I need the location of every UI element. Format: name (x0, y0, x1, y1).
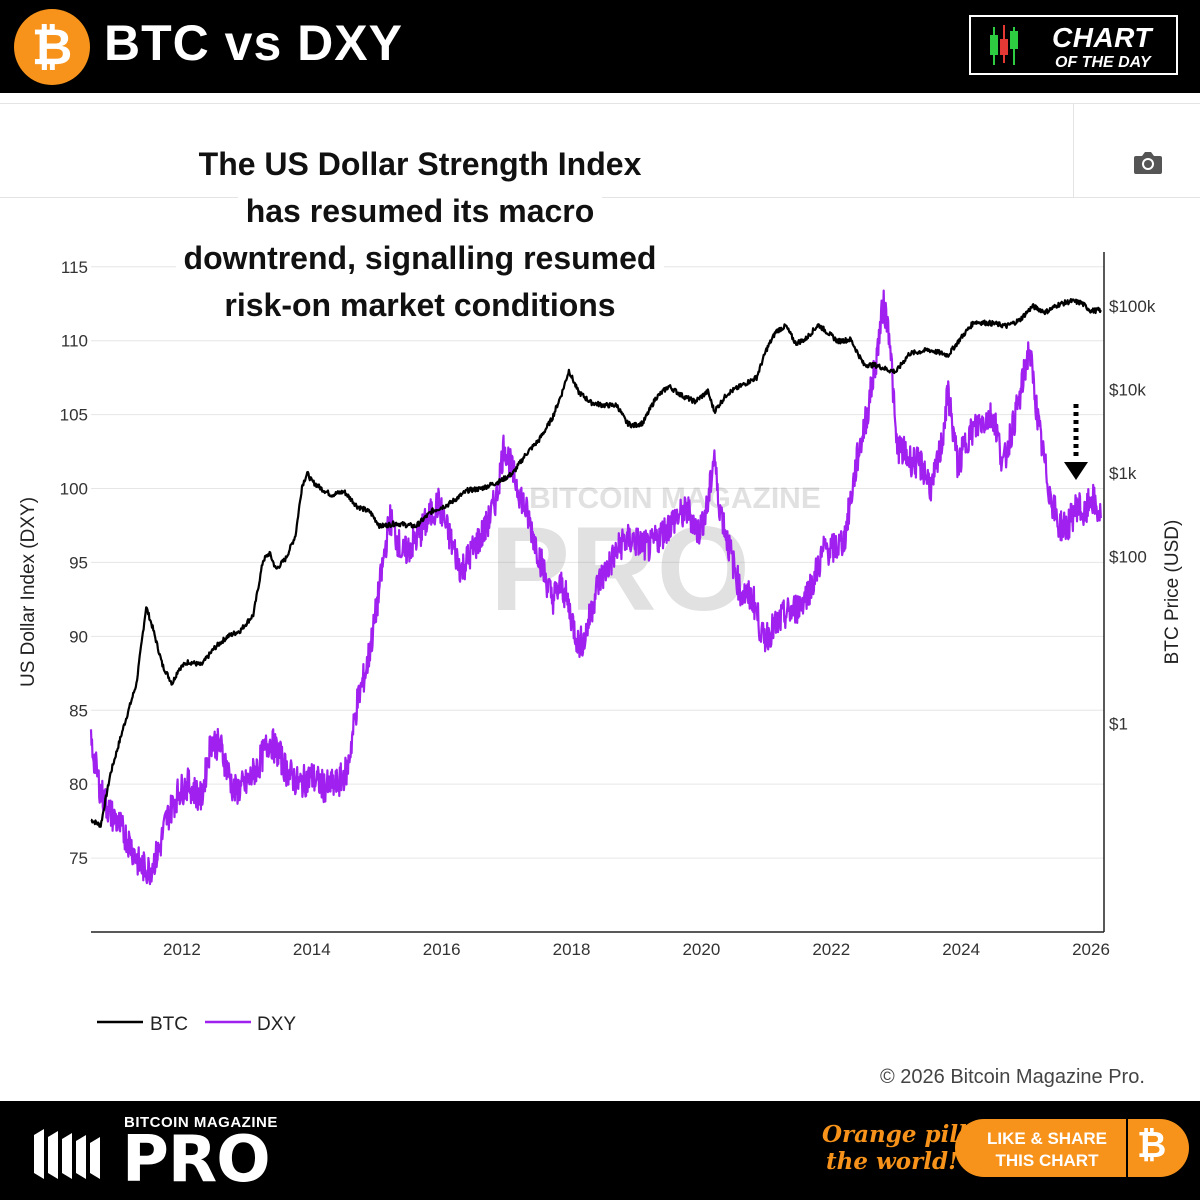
bottom-banner: BITCOIN MAGAZINE PRO Orange pill the wor… (0, 1101, 1200, 1200)
x-tick-label: 2024 (942, 940, 980, 959)
headline-line-4: risk-on market conditions (216, 287, 624, 323)
left-tick-label: 85 (69, 701, 88, 720)
left-tick-label: 105 (60, 406, 88, 425)
bitcoin-magazine-bars-icon (34, 1129, 100, 1179)
bitcoin-share-icon: ₿ (1137, 1125, 1167, 1166)
panel-divider (1073, 103, 1074, 198)
x-tick-label: 2020 (682, 940, 720, 959)
share-label-line-1: LIKE & SHARE (987, 1129, 1107, 1148)
left-tick-label: 115 (61, 258, 88, 277)
share-button-label: LIKE & SHARE THIS CHART (977, 1128, 1117, 1172)
copyright-text: © 2026 Bitcoin Magazine Pro. (880, 1066, 1145, 1088)
x-tick-label: 2014 (293, 940, 331, 959)
btc-vs-dxy-chart: BITCOIN MAGAZINE PRO 2012 2014 2016 2018 202… (18, 252, 1183, 1035)
banner-title: BTC vs DXY (104, 15, 403, 71)
right-tick-label: $1 (1109, 714, 1128, 733)
left-tick-label: 90 (69, 627, 88, 646)
x-tick-label: 2012 (163, 940, 201, 959)
legend: BTC DXY (97, 1014, 296, 1035)
left-tick-label: 95 (69, 553, 88, 572)
camera-icon[interactable] (1133, 150, 1163, 176)
badge-line-2: OF THE DAY (1055, 54, 1151, 71)
left-axis-label: US Dollar Index (DXY) (18, 497, 39, 687)
left-tick-label: 110 (61, 332, 88, 351)
headline-line-3: downtrend, signalling resumed (175, 240, 665, 276)
share-label-line-2: THIS CHART (995, 1151, 1099, 1170)
top-banner: ₿ BTC vs DXY CHART OF THE DAY (0, 0, 1200, 93)
x-tick-label: 2026 (1072, 940, 1110, 959)
legend-dxy-label: DXY (257, 1014, 296, 1035)
right-tick-label: $1k (1109, 464, 1137, 483)
legend-btc-label: BTC (150, 1014, 188, 1035)
btc-series-line (90, 298, 1102, 828)
tagline: Orange pill the world! (822, 1121, 967, 1175)
right-tick-label: $100k (1109, 297, 1156, 316)
watermark-big: PRO (490, 502, 750, 636)
chart-of-the-day-badge: CHART OF THE DAY (969, 15, 1178, 75)
left-tick-label: 100 (60, 480, 88, 499)
bitcoin-logo-icon: ₿ (14, 9, 90, 85)
left-tick-label: 80 (69, 775, 88, 794)
left-axis-ticks: 75 80 85 90 95 100 105 110 115 (60, 258, 88, 868)
headline-line-1: The US Dollar Strength Index (190, 146, 650, 182)
dotted-arrow-annotation (1064, 404, 1088, 480)
headline-annotation: The US Dollar Strength Index has resumed… (150, 141, 690, 329)
x-tick-label: 2016 (423, 940, 461, 959)
share-separator (1126, 1119, 1128, 1177)
tagline-line-1: Orange pill (822, 1121, 967, 1148)
x-tick-label: 2022 (812, 940, 850, 959)
like-share-button[interactable]: LIKE & SHARE THIS CHART ₿ (955, 1119, 1189, 1177)
right-tick-label: $100 (1109, 548, 1147, 567)
candlestick-icon (990, 25, 1018, 65)
right-axis-ticks: $1 $100 $1k $10k $100k (1109, 297, 1156, 733)
footer-brand-small: BITCOIN MAGAZINE (124, 1114, 278, 1131)
left-tick-label: 75 (69, 849, 88, 868)
right-axis-label: BTC Price (USD) (1162, 520, 1183, 665)
dxy-series-line (89, 289, 1102, 886)
badge-line-1: CHART (1052, 22, 1152, 53)
headline-line-2: has resumed its macro (237, 193, 603, 229)
x-tick-label: 2018 (553, 940, 591, 959)
footer-brand-pro: PRO (122, 1123, 271, 1197)
right-tick-label: $10k (1109, 381, 1146, 400)
tagline-line-2: the world! (826, 1148, 959, 1175)
x-axis-ticks: 2012 2014 2016 2018 2020 2022 2024 2026 (163, 940, 1110, 959)
